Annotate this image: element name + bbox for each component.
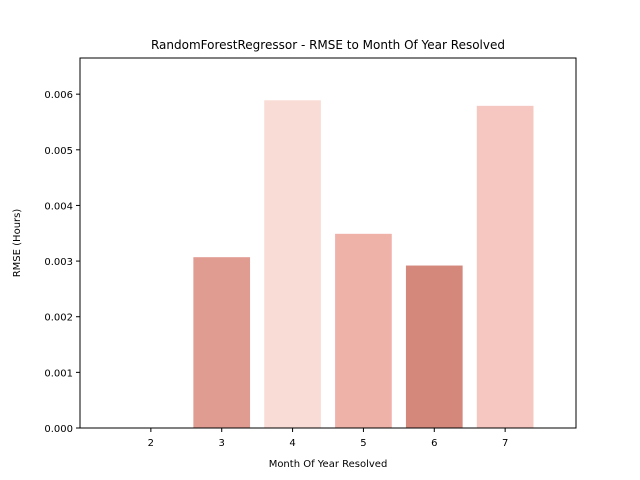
- plot-area: [79, 57, 577, 429]
- x-tick-label: 6: [431, 438, 437, 449]
- chart-title: RandomForestRegressor - RMSE to Month Of…: [151, 38, 505, 52]
- bar-3: [193, 257, 251, 428]
- bar-5: [335, 233, 392, 428]
- y-tick-label: 0.001: [44, 368, 73, 379]
- y-tick-label: 0.002: [44, 313, 73, 324]
- y-tick-label: 0.000: [44, 424, 73, 435]
- bar-7: [476, 105, 534, 429]
- x-tick-label: 5: [360, 438, 366, 449]
- bar-4: [264, 100, 321, 429]
- y-tick-label: 0.003: [44, 257, 73, 268]
- x-axis-label: Month Of Year Resolved: [269, 459, 388, 470]
- x-tick-label: 4: [289, 438, 295, 449]
- bar-6: [405, 265, 463, 428]
- x-tick-label: 2: [148, 438, 154, 449]
- x-tick-label: 7: [502, 438, 508, 449]
- y-tick-label: 0.005: [44, 146, 73, 157]
- y-axis-label: RMSE (Hours): [12, 209, 23, 278]
- y-axis: 0.000 0.001 0.002 0.003 0.004 0.005 0.006: [44, 90, 80, 435]
- y-tick-label: 0.006: [44, 90, 73, 101]
- plot-frame: [79, 57, 577, 429]
- x-tick-label: 3: [219, 438, 225, 449]
- y-tick-label: 0.004: [44, 201, 73, 212]
- x-axis: 2 3 4 5 6 7: [148, 428, 508, 449]
